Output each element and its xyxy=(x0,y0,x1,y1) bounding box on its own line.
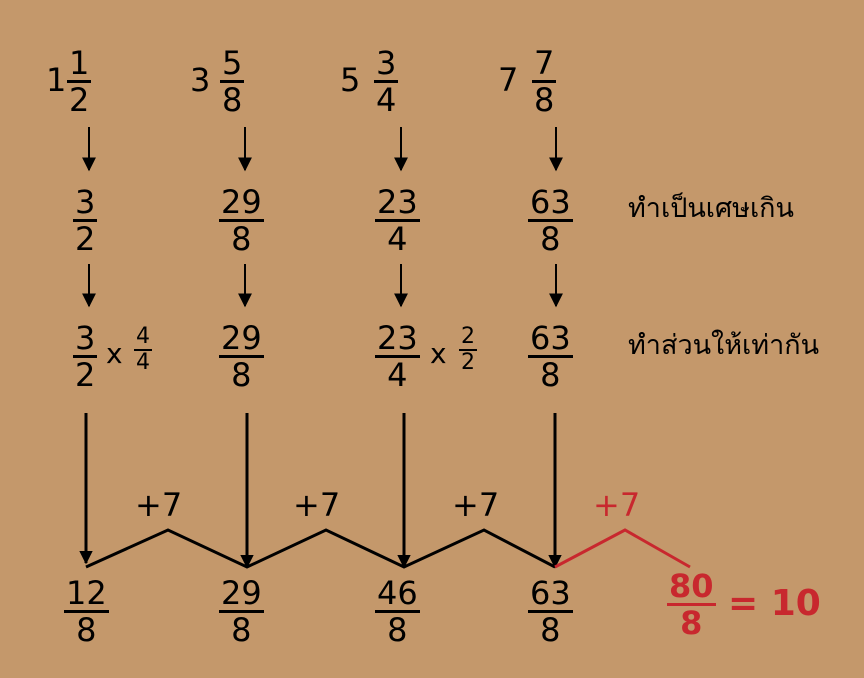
improper-fraction: 29 8 xyxy=(219,183,264,258)
equalized-fraction: 29 8 xyxy=(219,319,264,394)
step-zigzag-line xyxy=(85,528,556,569)
next-term-fraction: 80 8 xyxy=(667,567,716,642)
sequence-term: 29 8 xyxy=(219,574,264,649)
times-sign: x xyxy=(430,337,447,370)
mixed-whole: 3 xyxy=(190,61,211,99)
mixed-fraction: 3 4 xyxy=(374,44,399,119)
improper-fraction: 23 4 xyxy=(375,183,420,258)
mixed-fraction: 5 8 xyxy=(220,44,245,119)
mixed-whole: 1 xyxy=(46,61,67,99)
mixed-whole: 5 xyxy=(340,61,361,99)
equalized-fraction: 63 8 xyxy=(528,319,573,394)
improper-label: ทำเป็นเศษเกิน xyxy=(628,193,794,224)
sequence-term: 12 8 xyxy=(64,574,109,649)
equalized-fraction: 3 2 xyxy=(73,319,98,394)
equalized-fraction: 23 4 xyxy=(375,319,420,394)
multiplier-fraction: 4 4 xyxy=(134,324,152,375)
improper-fraction: 3 2 xyxy=(73,183,98,258)
next-term-result: = 10 xyxy=(728,583,821,624)
mixed-whole: 7 xyxy=(498,61,519,99)
step-label: +7 xyxy=(293,486,341,524)
sequence-term: 46 8 xyxy=(375,574,420,649)
mixed-fraction: 7 8 xyxy=(532,44,557,119)
times-sign: x xyxy=(106,337,123,370)
step-label: +7 xyxy=(135,486,183,524)
improper-fraction: 63 8 xyxy=(528,183,573,258)
sequence-term: 63 8 xyxy=(528,574,573,649)
multiplier-fraction: 2 2 xyxy=(459,324,477,375)
step-label: +7 xyxy=(452,486,500,524)
next-step-line xyxy=(554,528,691,569)
mixed-fraction: 1 2 xyxy=(67,44,92,119)
next-step-label: +7 xyxy=(593,486,641,524)
common-denominator-label: ทำส่วนให้เท่ากัน xyxy=(628,330,820,361)
